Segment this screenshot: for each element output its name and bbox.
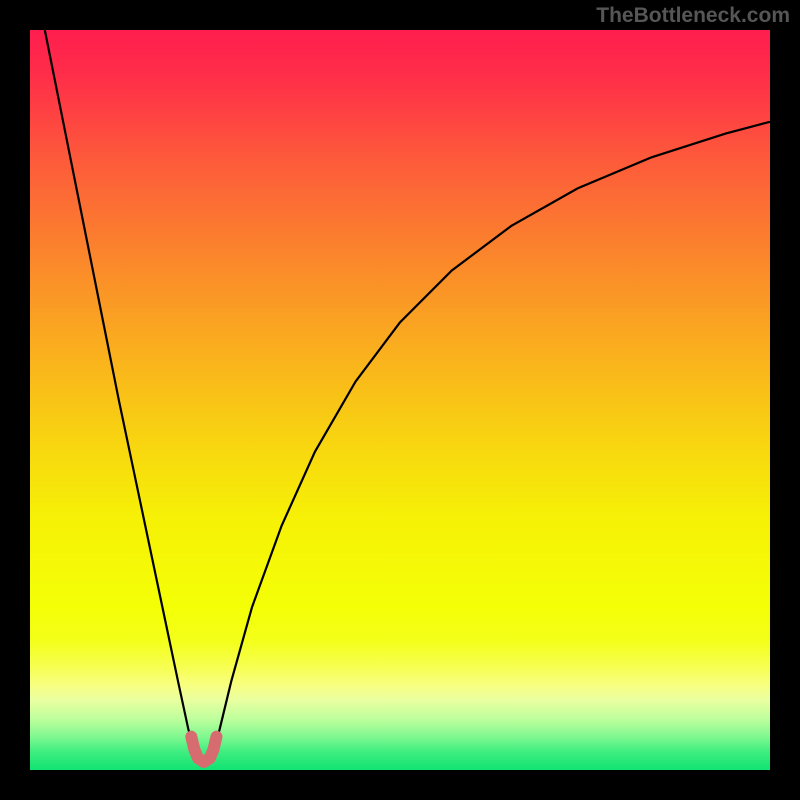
watermark-text: TheBottleneck.com [596, 4, 790, 28]
chart-container: TheBottleneck.com [0, 0, 800, 800]
curve-svg [30, 30, 770, 770]
bottleneck-curve [45, 30, 770, 763]
plot-area [30, 30, 770, 770]
minimum-marker [191, 737, 216, 762]
